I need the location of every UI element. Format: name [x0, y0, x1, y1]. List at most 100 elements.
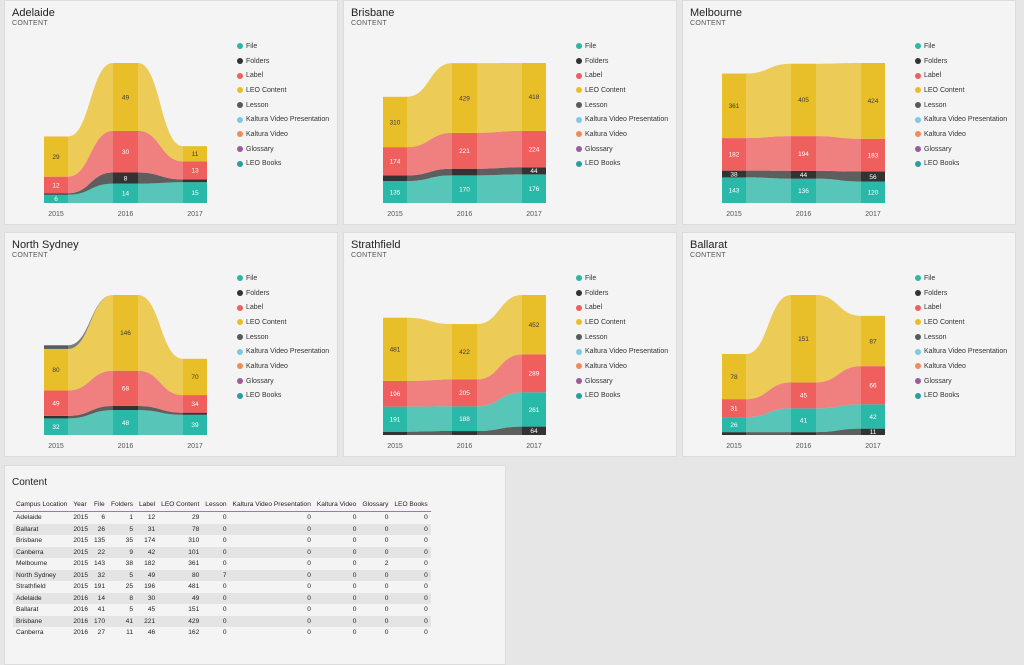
legend-label: Folders [924, 289, 948, 297]
legend-item-glossary[interactable]: Glossary [237, 374, 329, 389]
legend-item-kaltura-video[interactable]: Kaltura Video [237, 359, 329, 374]
legend-item-label[interactable]: Label [237, 68, 329, 83]
legend-item-file[interactable]: File [237, 39, 329, 54]
legend-item-kaltura-video-presentation[interactable]: Kaltura Video Presentation [576, 344, 668, 359]
table-cell: 0 [307, 560, 311, 568]
legend-dot-icon [237, 87, 243, 94]
data-label: 64 [530, 428, 538, 435]
legend-item-label[interactable]: Label [915, 300, 1007, 315]
chart-panel-ballarat[interactable]: Ballarat CONTENT 26 31 78 2015 41 45 151 2016 11 42… [682, 232, 1016, 457]
ribbon-folders [746, 432, 791, 435]
legend-item-kaltura-video[interactable]: Kaltura Video [915, 359, 1007, 374]
legend-item-leo-content[interactable]: LEO Content [576, 315, 668, 330]
bar-label-2017 [861, 138, 885, 172]
legend-item-kaltura-video[interactable]: Kaltura Video [915, 127, 1007, 142]
data-label: 66 [869, 383, 877, 390]
x-tick-label: 2016 [796, 443, 812, 450]
legend-item-label[interactable]: Label [576, 300, 668, 315]
column-header[interactable]: Kaltura Video Presentation [229, 499, 314, 512]
column-header[interactable]: Glossary [359, 499, 392, 512]
chart-panel-brisbane[interactable]: Brisbane CONTENT 135 174 310 2015 170 221 429 201… [343, 0, 677, 225]
bar-file-2016 [113, 410, 138, 435]
column-header[interactable]: LEO Books [391, 499, 431, 512]
legend-item-file[interactable]: File [915, 39, 1007, 54]
legend-item-glossary[interactable]: Glossary [915, 142, 1007, 157]
legend-item-kaltura-video[interactable]: Kaltura Video [576, 127, 668, 142]
legend-item-leo-books[interactable]: LEO Books [576, 389, 668, 404]
chart-panel-adelaide[interactable]: Adelaide CONTENT 6 12 29 2015 14 8 30 49 2016 15 13 1… [4, 0, 338, 225]
column-header[interactable]: Label [136, 499, 159, 512]
legend-item-lesson[interactable]: Lesson [576, 330, 668, 345]
legend-item-kaltura-video-presentation[interactable]: Kaltura Video Presentation [237, 112, 329, 127]
legend-item-leo-books[interactable]: LEO Books [915, 157, 1007, 172]
legend-item-leo-books[interactable]: LEO Books [237, 389, 329, 404]
ribbon-folders [138, 172, 183, 184]
legend-item-leo-content[interactable]: LEO Content [915, 315, 1007, 330]
legend-item-folders[interactable]: Folders [576, 286, 668, 301]
column-header[interactable]: Kaltura Video [313, 499, 360, 512]
legend-label: File [246, 274, 258, 282]
legend-item-kaltura-video[interactable]: Kaltura Video [237, 127, 329, 142]
legend-dot-icon [915, 378, 921, 385]
legend-label: Kaltura Video Presentation [585, 348, 669, 356]
legend-item-glossary[interactable]: Glossary [576, 142, 668, 157]
legend-item-glossary[interactable]: Glossary [915, 374, 1007, 389]
legend-item-kaltura-video-presentation[interactable]: Kaltura Video Presentation [915, 344, 1007, 359]
column-header[interactable]: Year [70, 499, 91, 512]
column-header[interactable]: LEO Content [158, 499, 203, 512]
legend-item-lesson[interactable]: Lesson [237, 98, 329, 113]
column-header[interactable]: File [91, 499, 109, 512]
x-tick-label: 2015 [387, 211, 403, 218]
legend-item-file[interactable]: File [576, 271, 668, 286]
table-cell: 0 [359, 569, 392, 581]
legend-item-glossary[interactable]: Glossary [576, 374, 668, 389]
legend-item-lesson[interactable]: Lesson [576, 98, 668, 113]
data-label: 11 [870, 429, 877, 436]
legend-item-kaltura-video-presentation[interactable]: Kaltura Video Presentation [915, 112, 1007, 127]
legend-item-leo-books[interactable]: LEO Books [237, 157, 329, 172]
legend-item-label[interactable]: Label [915, 68, 1007, 83]
legend-item-leo-books[interactable]: LEO Books [915, 389, 1007, 404]
table-cell: 0 [424, 606, 428, 614]
legend-item-lesson[interactable]: Lesson [915, 330, 1007, 345]
data-label: 6 [54, 196, 58, 203]
chart-panel-strathfield[interactable]: Strathfield CONTENT 191 196 481 2015 188 205 422… [343, 232, 677, 457]
legend-item-label[interactable]: Label [576, 68, 668, 83]
table-cell: 26 [91, 523, 109, 535]
legend-item-folders[interactable]: Folders [576, 54, 668, 69]
data-label: 11 [192, 151, 199, 158]
legend-item-kaltura-video-presentation[interactable]: Kaltura Video Presentation [237, 344, 329, 359]
legend-item-leo-content[interactable]: LEO Content [915, 83, 1007, 98]
ribbon-file [816, 178, 861, 203]
column-header[interactable]: Lesson [202, 499, 230, 512]
column-header[interactable]: Campus Location [13, 499, 71, 512]
legend-item-leo-content[interactable]: LEO Content [237, 83, 329, 98]
legend-item-leo-content[interactable]: LEO Content [576, 83, 668, 98]
legend-item-kaltura-video-presentation[interactable]: Kaltura Video Presentation [576, 112, 668, 127]
legend-item-lesson[interactable]: Lesson [915, 98, 1007, 113]
legend-dot-icon [237, 116, 243, 123]
legend-item-file[interactable]: File [237, 271, 329, 286]
chart-panel-melbourne[interactable]: Melbourne CONTENT 143 38 182 361 2015 136 44 194 4… [682, 0, 1016, 225]
legend-item-label[interactable]: Label [237, 300, 329, 315]
legend-item-file[interactable]: File [576, 39, 668, 54]
legend-item-kaltura-video[interactable]: Kaltura Video [576, 359, 668, 374]
legend-item-folders[interactable]: Folders [915, 286, 1007, 301]
legend-item-folders[interactable]: Folders [915, 54, 1007, 69]
chart-subtitle: CONTENT [12, 252, 48, 259]
legend-item-lesson[interactable]: Lesson [237, 330, 329, 345]
legend-label: File [924, 42, 936, 50]
legend-item-leo-books[interactable]: LEO Books [576, 157, 668, 172]
table-cell: 0 [424, 560, 428, 568]
chart-panel-north-sydney[interactable]: North Sydney CONTENT 32 49 80 2015 48 68 146 2016… [4, 232, 338, 457]
legend-item-folders[interactable]: Folders [237, 54, 329, 69]
legend-item-glossary[interactable]: Glossary [237, 142, 329, 157]
table-cell: 78 [158, 523, 203, 535]
table-cell: 143 [94, 560, 106, 568]
legend-item-folders[interactable]: Folders [237, 286, 329, 301]
table-cell: 0 [202, 615, 230, 627]
column-header[interactable]: Folders [108, 499, 137, 512]
legend-item-file[interactable]: File [915, 271, 1007, 286]
legend-item-leo-content[interactable]: LEO Content [237, 315, 329, 330]
ribbon-file [746, 408, 791, 433]
